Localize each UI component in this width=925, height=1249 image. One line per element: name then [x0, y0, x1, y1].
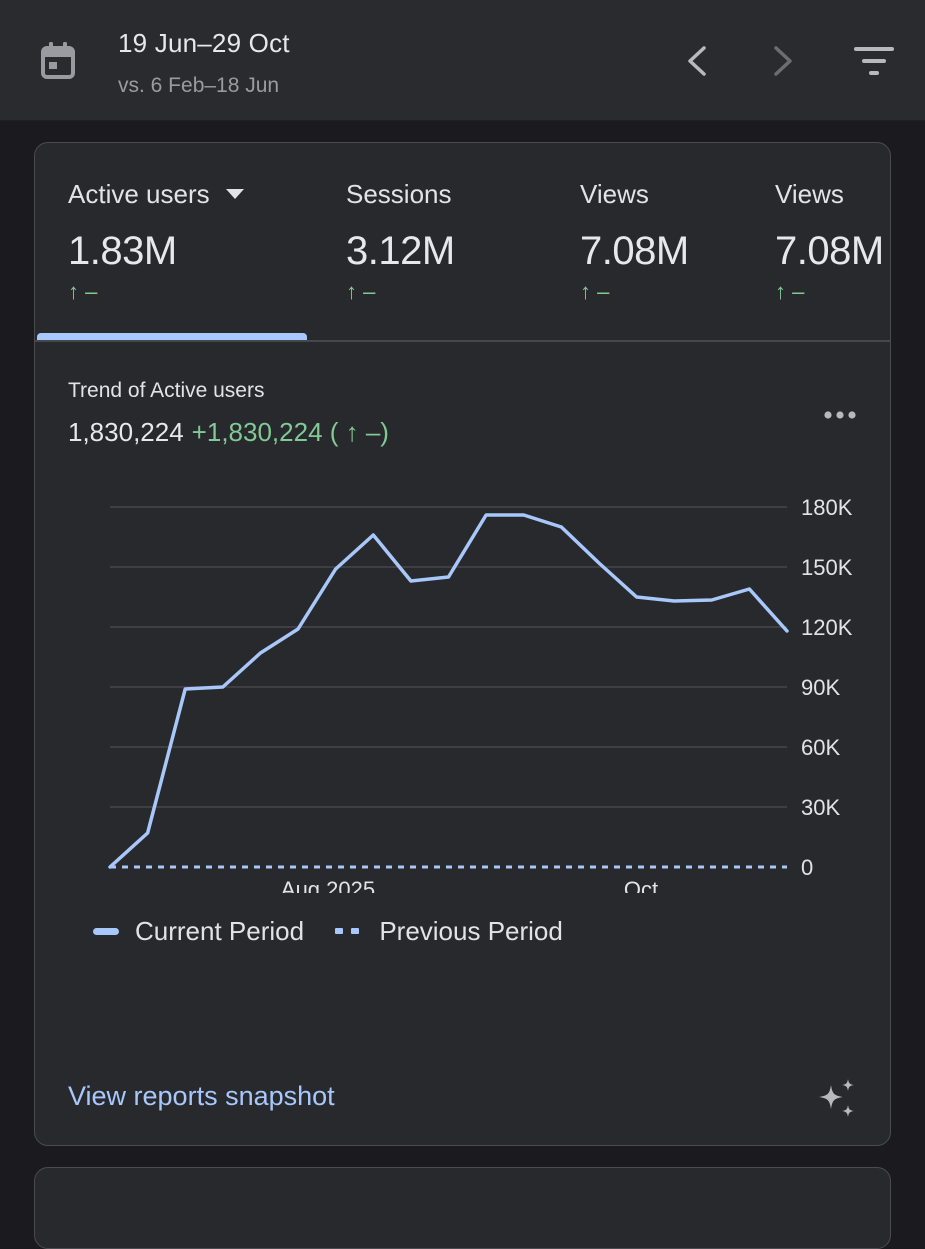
metric-value: 3.12M [346, 229, 455, 273]
metric-value: 7.08M [775, 229, 884, 273]
metric-delta: ↑ – [580, 279, 610, 304]
metric-tab-active-users[interactable]: Active users 1.83M ↑ – [68, 143, 328, 339]
x-tick-label: Aug 2025 [281, 877, 375, 893]
trend-title: Trend of Active users [68, 379, 265, 402]
legend-swatch-dashed [335, 928, 361, 935]
y-tick-label: 30K [801, 795, 840, 820]
metric-tab-views-2[interactable]: Views 7.08M ↑ – [775, 143, 890, 339]
view-reports-snapshot-link[interactable]: View reports snapshot [68, 1081, 335, 1111]
legend-label: Previous Period [379, 916, 563, 946]
legend-item-current[interactable]: Current Period [93, 916, 304, 947]
metric-tab-sessions[interactable]: Sessions 3.12M ↑ – [346, 143, 556, 339]
filter-icon[interactable] [852, 44, 896, 78]
y-tick-label: 90K [801, 675, 840, 700]
chart-legend: Current Period Previous Period [93, 911, 587, 947]
metric-label: Sessions [346, 179, 452, 209]
selected-tab-indicator [37, 333, 307, 340]
y-tick-label: 120K [801, 615, 853, 640]
sparkle-icon[interactable] [815, 1077, 859, 1121]
y-tick-label: 0 [801, 855, 813, 880]
metric-delta: ↑ – [68, 279, 98, 304]
date-range-bar: 19 Jun–29 Oct vs. 6 Feb–18 Jun [0, 0, 925, 121]
metric-label: Views [775, 179, 844, 209]
more-horiz-icon[interactable] [820, 405, 860, 425]
next-card [34, 1167, 891, 1249]
metric-label: Active users [68, 179, 244, 210]
legend-label: Current Period [135, 916, 305, 946]
metric-delta: ↑ – [346, 279, 376, 304]
metric-value: 7.08M [580, 229, 689, 273]
metric-tab-views[interactable]: Views 7.08M ↑ – [580, 143, 760, 339]
y-tick-label: 60K [801, 735, 840, 760]
metric-value: 1.83M [68, 229, 177, 273]
chevron-left-icon[interactable] [680, 42, 716, 80]
x-tick-label: Oct [624, 877, 658, 893]
overview-card: Active users 1.83M ↑ – Sessions 3.12M ↑ … [34, 142, 891, 1146]
trend-change: +1,830,224 ( ↑ –) [191, 417, 389, 447]
date-range-label[interactable]: 19 Jun–29 Oct [118, 28, 290, 58]
active-users-line-chart: 180K 150K 120K 90K 60K 30K 0 Aug 2025 Oct [108, 495, 853, 893]
metric-label: Views [580, 179, 649, 209]
y-tick-label: 180K [801, 495, 853, 520]
trend-total-value: 1,830,224 [68, 417, 184, 447]
chevron-right-icon[interactable] [764, 42, 800, 80]
series-line-current-period [108, 513, 789, 869]
legend-swatch-solid [93, 928, 119, 935]
calendar-icon[interactable] [40, 42, 76, 80]
legend-item-previous[interactable]: Previous Period [335, 916, 563, 947]
y-tick-label: 150K [801, 555, 853, 580]
trend-total: 1,830,224 +1,830,224 ( ↑ –) [68, 417, 389, 448]
caret-down-icon[interactable] [225, 189, 244, 200]
metric-delta: ↑ – [775, 279, 805, 304]
tab-divider [35, 340, 890, 342]
compare-range-label: vs. 6 Feb–18 Jun [118, 74, 280, 97]
